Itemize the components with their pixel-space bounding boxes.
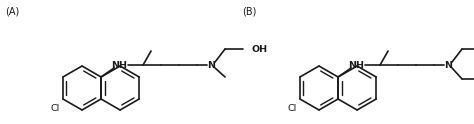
Text: NH: NH <box>348 61 364 69</box>
Text: N: N <box>207 61 215 69</box>
Text: OH: OH <box>251 45 267 53</box>
Text: (A): (A) <box>5 7 19 17</box>
Text: Cl: Cl <box>51 104 60 113</box>
Text: Cl: Cl <box>288 104 297 113</box>
Text: (B): (B) <box>242 7 256 17</box>
Text: N: N <box>444 61 452 69</box>
Text: NH: NH <box>111 61 127 69</box>
